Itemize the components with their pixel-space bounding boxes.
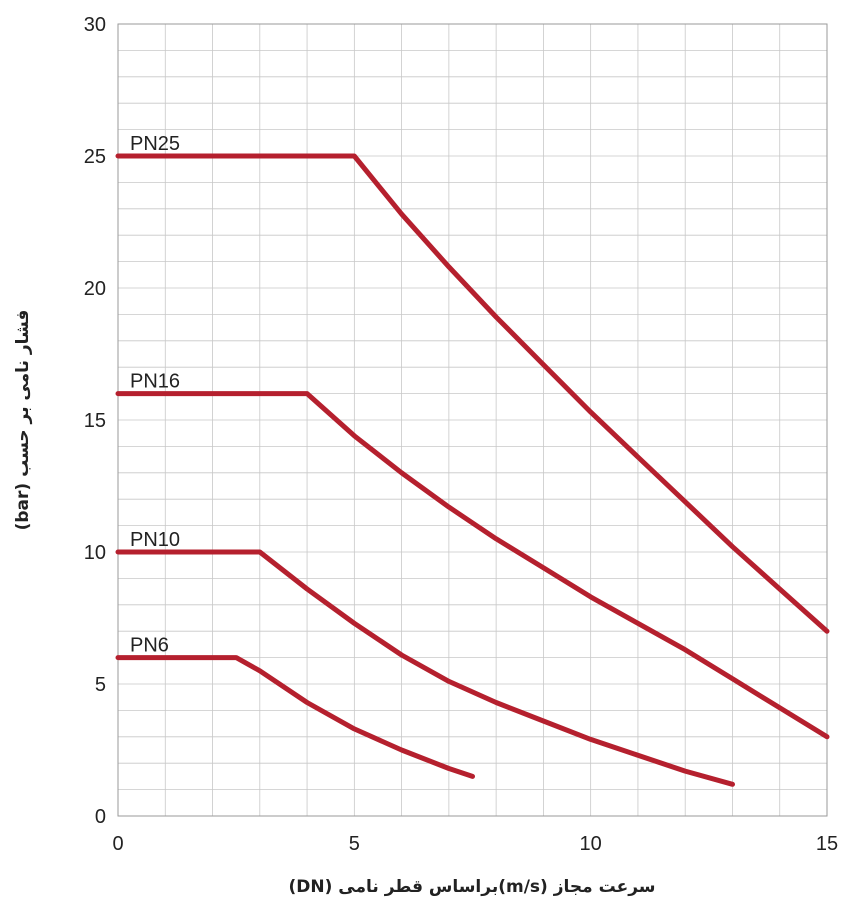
series-label-pn6: PN6: [130, 635, 169, 657]
series-label-pn10: PN10: [130, 529, 180, 551]
x-tick-label: 15: [816, 833, 838, 855]
y-tick-label: 20: [84, 278, 106, 300]
series-line-pn25: [115, 153, 830, 634]
series-group: [115, 153, 830, 787]
y-axis-title: فشار نامی بر حسب (bar): [13, 310, 33, 531]
tick-labels: 0 5 10 15 0 5 10 15 20 25 30: [84, 14, 838, 855]
grid: [117, 23, 828, 817]
series-label-pn16: PN16: [130, 371, 180, 393]
y-tick-label: 30: [84, 14, 106, 36]
y-tick-label: 0: [95, 806, 106, 828]
series-line-pn10: [115, 549, 735, 787]
y-tick-label: 5: [95, 674, 106, 696]
series-label-pn25: PN25: [130, 133, 180, 155]
y-tick-label: 15: [84, 410, 106, 432]
x-tick-label: 5: [349, 833, 360, 855]
x-tick-label: 10: [580, 833, 602, 855]
y-tick-label: 25: [84, 146, 106, 168]
series-line-pn6: [115, 655, 475, 779]
series-line-pn16: [115, 391, 830, 740]
x-axis-title: سرعت مجاز (m/s)براساس قطر نامی (DN): [288, 877, 655, 897]
plot-frame: [117, 23, 828, 817]
x-tick-label: 0: [112, 833, 123, 855]
y-tick-label: 10: [84, 542, 106, 564]
series-labels: PN25 PN16 PN10 PN6: [130, 133, 180, 657]
